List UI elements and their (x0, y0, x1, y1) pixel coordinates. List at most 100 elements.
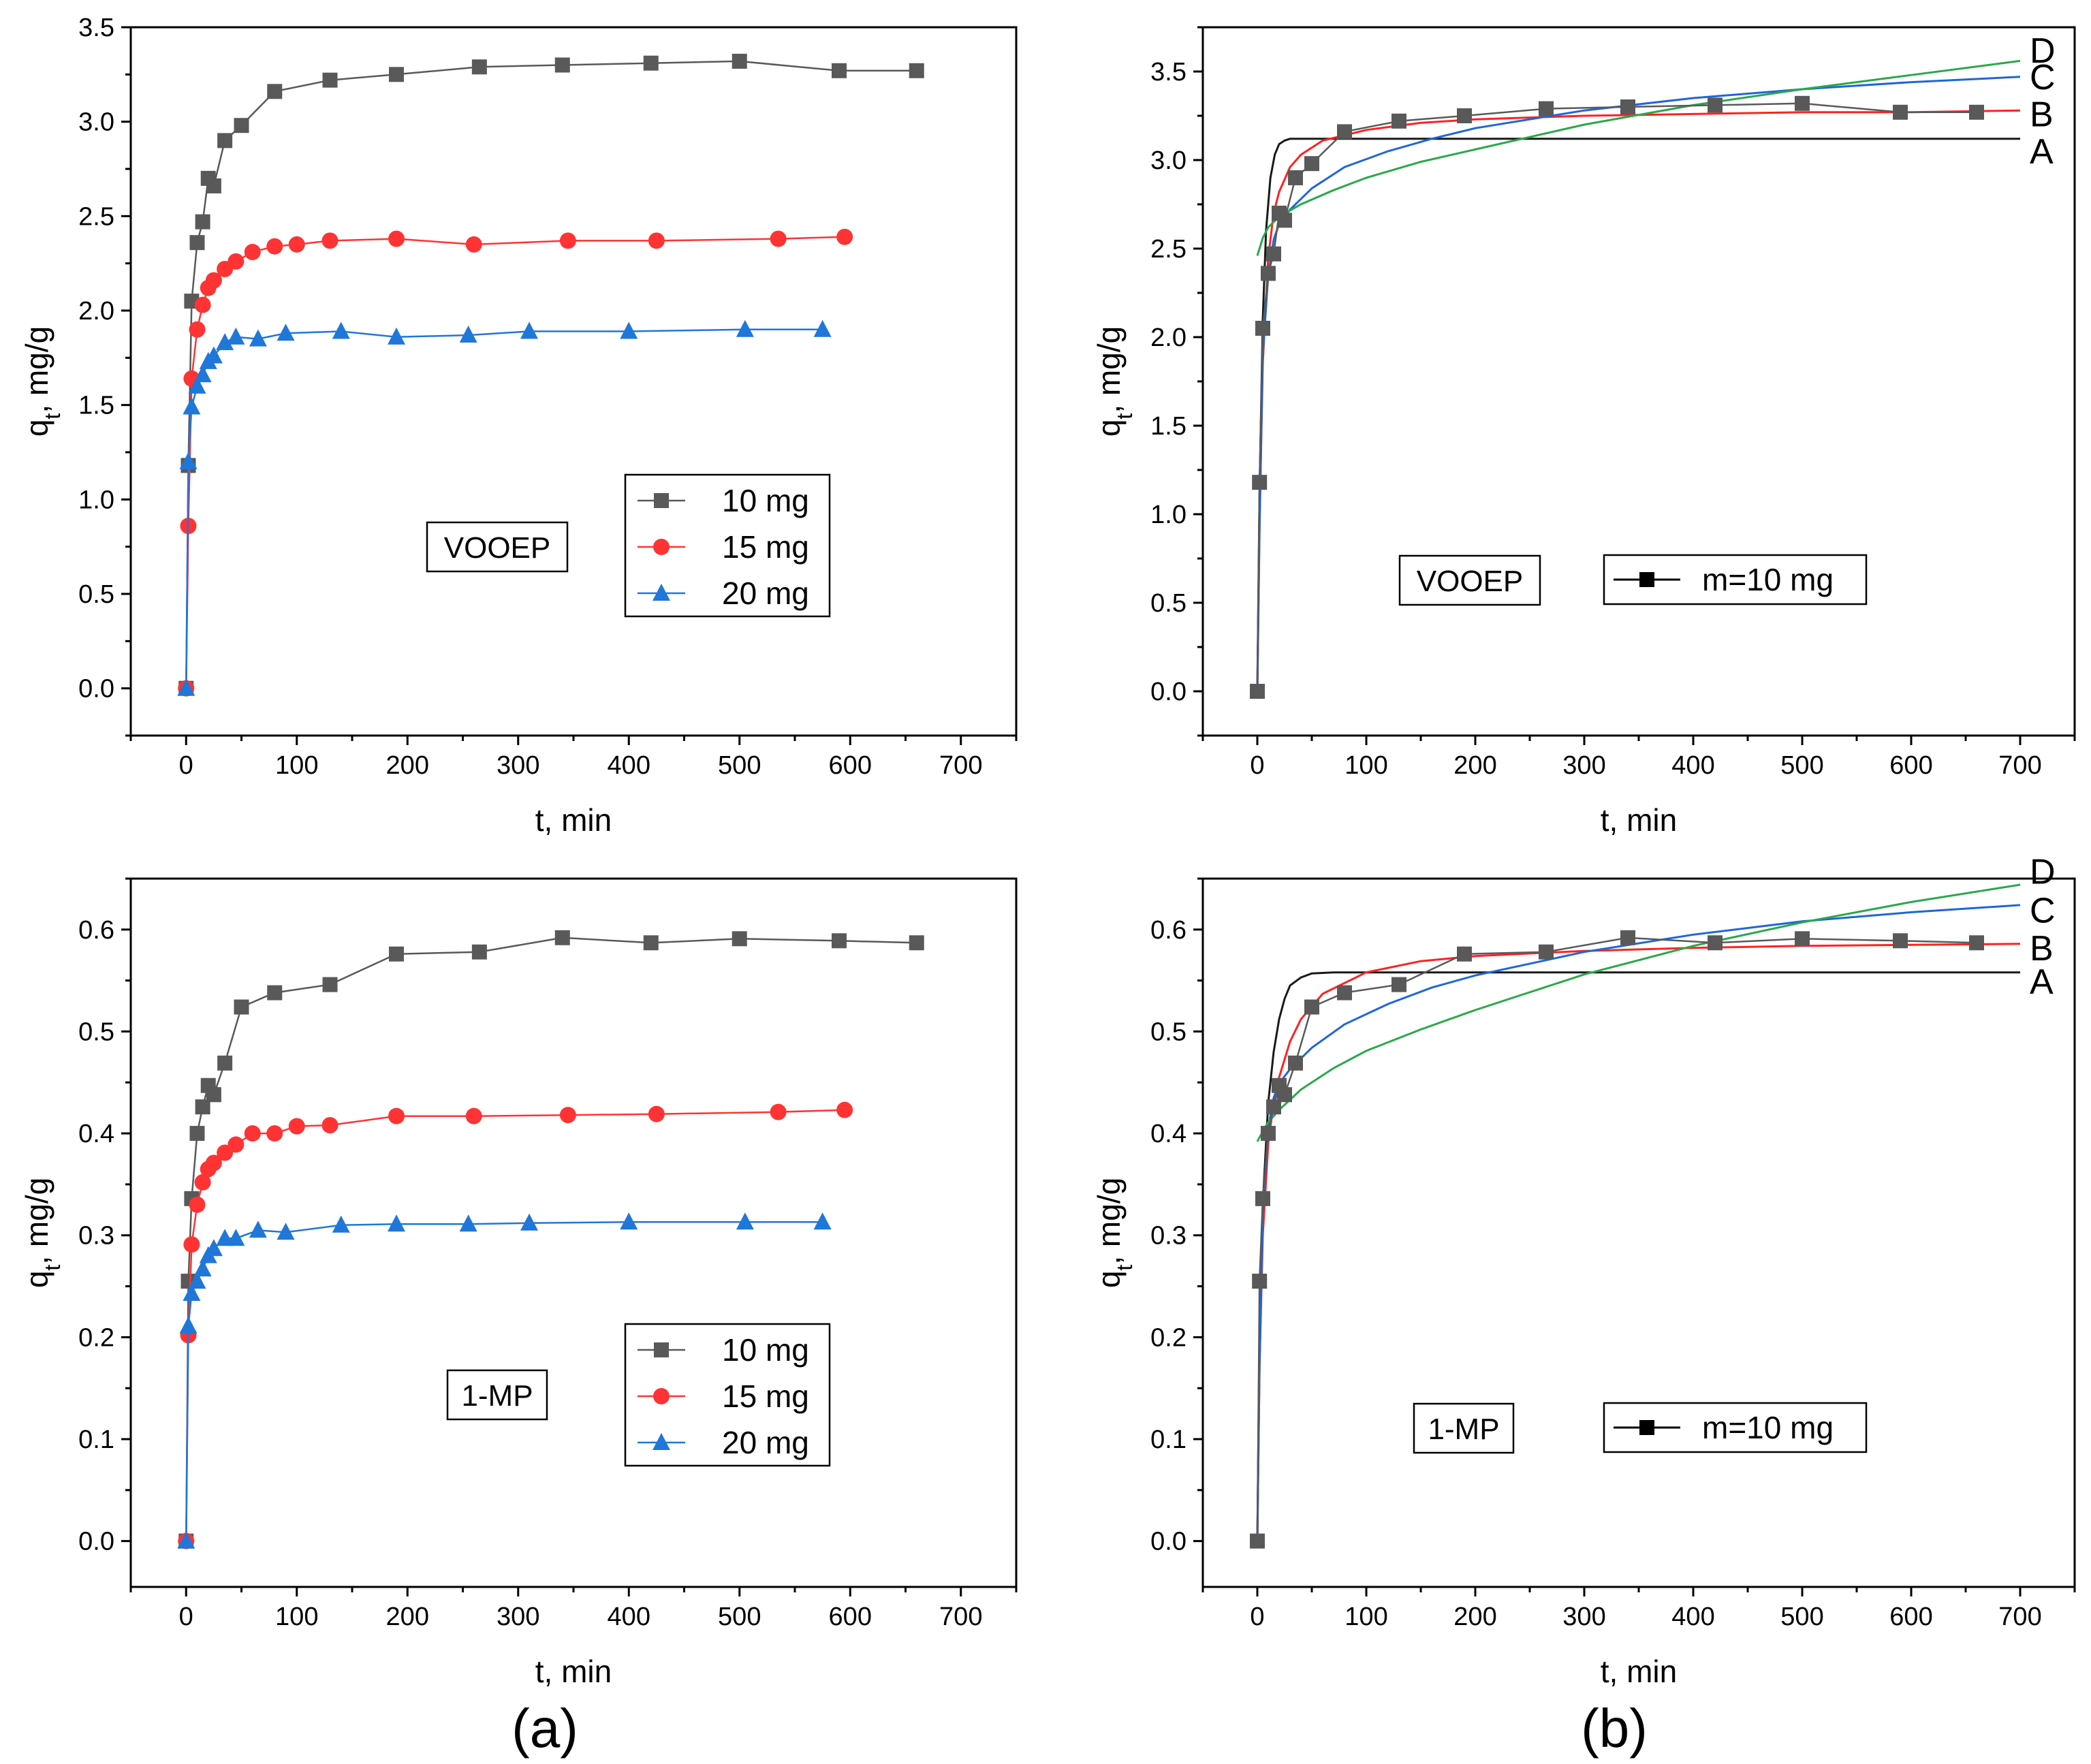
data-point (1620, 930, 1635, 945)
data-point (1288, 1055, 1303, 1071)
y-tick-label: 0.5 (78, 580, 114, 609)
x-tick-label: 100 (1345, 1603, 1387, 1631)
legend-label: m=10 mg (1702, 562, 1834, 597)
data-point (179, 452, 198, 469)
data-point (189, 1196, 206, 1213)
data-point (1337, 985, 1352, 1001)
x-tick-label: 500 (718, 1603, 761, 1631)
x-tick-label: 700 (939, 1603, 982, 1631)
data-point (1969, 935, 1984, 951)
legend-marker (654, 493, 669, 508)
y-tick-label: 0.1 (78, 1426, 114, 1454)
data-point (1304, 156, 1319, 172)
data-point (227, 327, 245, 345)
x-tick-label: 500 (1780, 751, 1823, 780)
y-axis-title: qt, mg/g (1091, 1178, 1137, 1288)
data-point (193, 365, 212, 383)
data-point (389, 67, 404, 82)
curve-label-D: D (2030, 31, 2056, 71)
data-point (643, 55, 659, 71)
legend-marker (654, 1342, 669, 1357)
data-point (471, 59, 487, 75)
data-point (554, 930, 570, 945)
legend-marker (653, 1388, 670, 1404)
y-tick-label: 0.3 (78, 1222, 114, 1250)
y-tick-label: 1.0 (1150, 501, 1186, 529)
legend-marker (1639, 572, 1654, 587)
data-point (1250, 1533, 1265, 1549)
data-point (183, 1236, 200, 1253)
x-tick-label: 700 (1998, 751, 2041, 780)
curve-label-B: B (2030, 95, 2054, 134)
data-point (770, 1103, 787, 1120)
data-point (194, 1174, 211, 1191)
data-point (1261, 266, 1276, 281)
data-point (736, 319, 754, 337)
data-point (836, 228, 853, 245)
data-point (206, 178, 221, 193)
x-tick-label: 600 (1889, 751, 1932, 780)
data-point (1250, 684, 1265, 699)
data-point (1288, 170, 1303, 185)
data-point (1392, 977, 1406, 992)
data-point (813, 1212, 832, 1230)
x-tick-label: 0 (179, 751, 193, 780)
y-tick-label: 0.4 (78, 1120, 114, 1148)
model-curve-D (1256, 883, 2021, 1142)
x-tick-label: 300 (497, 1603, 539, 1631)
annotation-box (1413, 1402, 1515, 1454)
data-point (389, 946, 404, 962)
data-point (1392, 113, 1406, 129)
plot-frame (1201, 877, 2076, 1588)
data-point (732, 931, 747, 947)
data-point (1261, 1126, 1276, 1141)
x-tick-label: 400 (608, 1603, 650, 1631)
series-line (1256, 102, 1977, 692)
data-point (1255, 1191, 1270, 1206)
data-point (1893, 933, 1908, 949)
curve-label-A: A (2030, 962, 2054, 1002)
y-tick-label: 0.5 (78, 1018, 114, 1046)
data-point (332, 1215, 350, 1233)
data-point (227, 253, 245, 270)
data-point (1277, 1087, 1292, 1103)
data-point (1620, 99, 1635, 114)
data-point (189, 321, 206, 338)
chart-b-top: 0 100 200 300 400 500 600 700 0.0 0.5 1.0 1.5 2.0 2.5… (1091, 26, 2076, 838)
y-tick-label: 2.0 (78, 297, 114, 326)
y-tick-label: 2.5 (1150, 235, 1186, 264)
x-axis-title: t, min (1601, 1654, 1677, 1689)
data-point (332, 321, 350, 339)
y-tick-label: 1.0 (78, 486, 114, 514)
data-point (559, 232, 576, 249)
data-point (1795, 931, 1810, 947)
data-point (266, 1125, 283, 1142)
y-tick-label: 3.0 (1150, 146, 1186, 175)
data-point (288, 236, 305, 253)
x-tick-label: 700 (939, 751, 982, 780)
data-point (648, 1105, 665, 1122)
y-tick-label: 0.5 (1150, 1018, 1186, 1046)
curve-label-D: D (2030, 853, 2056, 892)
data-point (465, 236, 482, 253)
data-point (648, 232, 665, 249)
curve-label-C: C (2030, 891, 2056, 930)
x-tick-label: 600 (829, 1603, 872, 1631)
legend-marker (653, 539, 670, 555)
x-axis-title: t, min (535, 802, 612, 838)
data-point (322, 72, 338, 88)
series-line (185, 236, 845, 689)
annotation-box (446, 1369, 548, 1421)
y-tick-label: 0.0 (1150, 678, 1186, 706)
data-point (183, 1284, 201, 1302)
data-point (520, 321, 538, 339)
x-tick-label: 600 (1889, 1603, 1932, 1631)
x-tick-label: 400 (1671, 751, 1714, 780)
legend-marker (653, 1433, 670, 1450)
data-point (1457, 108, 1472, 123)
legend-marker (1639, 1420, 1654, 1435)
data-point (909, 63, 924, 78)
x-tick-label: 0 (179, 1603, 193, 1631)
y-tick-label: 1.5 (78, 392, 114, 420)
data-point (193, 1259, 212, 1277)
